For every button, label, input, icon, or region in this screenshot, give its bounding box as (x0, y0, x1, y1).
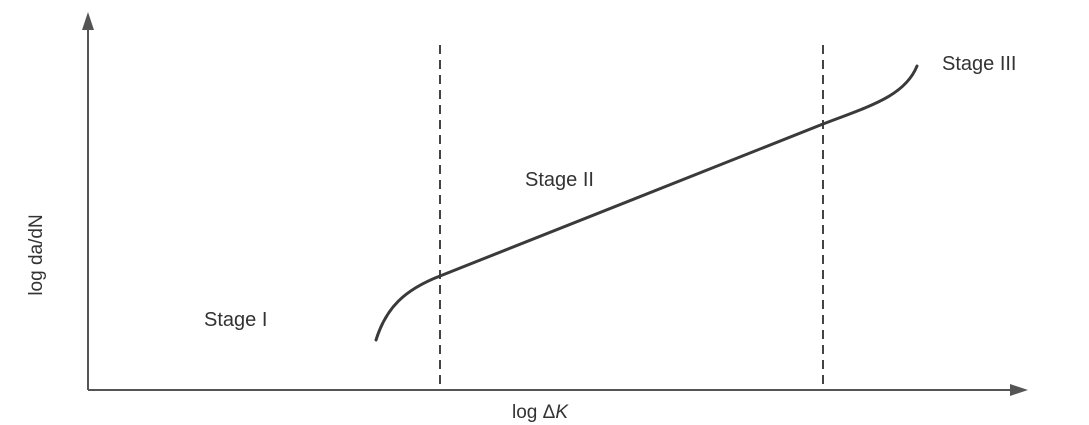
stage-2-label: Stage II (525, 169, 594, 191)
y-axis-arrow-icon (82, 12, 94, 30)
x-axis-label-prefix: log Δ (512, 402, 556, 423)
stage-1-label: Stage I (204, 309, 267, 331)
stage-3-label: Stage III (942, 53, 1017, 75)
y-axis-label: log da/dN (26, 214, 47, 295)
x-axis-arrow-icon (1010, 384, 1028, 396)
x-axis-label: log ΔK (512, 402, 569, 423)
x-axis-label-symbol: K (555, 402, 569, 423)
crack-growth-curve (374, 64, 919, 342)
